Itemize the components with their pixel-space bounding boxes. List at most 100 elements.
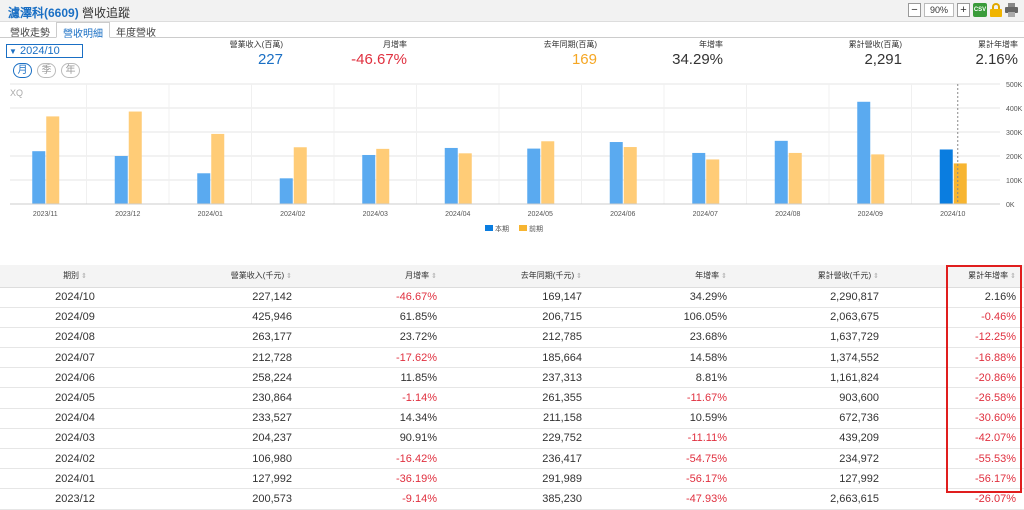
x-tick-label: 2024/09 bbox=[858, 211, 883, 218]
y-tick-label: 100K bbox=[1006, 178, 1023, 185]
period-button-0[interactable]: 月 bbox=[13, 63, 32, 78]
table-row[interactable]: 2024/10 227,142 -46.67% 169,147 34.29% 2,290,… bbox=[0, 287, 1024, 308]
table-header-row: 期別 ⇕ 營業收入(千元) ⇕ 月增率 ⇕ 去年同期(千元) ⇕ 年增率 ⇕ 累計營收(千元) ⇕ 累計… bbox=[0, 265, 1024, 288]
bar-current bbox=[32, 151, 46, 204]
table-cell: -56.17% bbox=[887, 468, 1024, 490]
revenue-bar-chart: 500K 400K 300K 200K 100K 0K XQ 2023/11 2023/12 20… bbox=[10, 82, 1023, 233]
tab-1[interactable]: 營收明細 bbox=[56, 22, 110, 40]
table-cell: 2024/10 bbox=[0, 287, 150, 308]
table-cell: 127,992 bbox=[735, 468, 887, 490]
column-header-2[interactable]: 月增率 ⇕ bbox=[300, 265, 445, 288]
date-select[interactable]: ▼ 2024/10 bbox=[6, 44, 83, 58]
column-header-5[interactable]: 累計營收(千元) ⇕ bbox=[735, 265, 887, 288]
chevron-down-icon: ▼ bbox=[9, 47, 17, 56]
table-cell: 2,290,817 bbox=[735, 287, 887, 308]
bar-previous bbox=[128, 111, 142, 204]
table-cell: 229,752 bbox=[445, 428, 590, 450]
table-row[interactable]: 2024/09 425,946 61.85% 206,715 106.05% 2,063,… bbox=[0, 307, 1024, 328]
bar-previous bbox=[46, 116, 60, 204]
table-row[interactable]: 2024/06 258,224 11.85% 237,313 8.81% 1,161,82… bbox=[0, 367, 1024, 389]
column-header-3[interactable]: 去年同期(千元) ⇕ bbox=[445, 265, 590, 288]
sort-icon[interactable]: ⇕ bbox=[873, 273, 879, 281]
table-cell: 261,355 bbox=[445, 387, 590, 409]
table-row[interactable]: 2024/07 212,728 -17.62% 185,664 14.58% 1,374,… bbox=[0, 347, 1024, 369]
date-select-value: 2024/10 bbox=[19, 45, 60, 57]
table-cell: -1.14% bbox=[300, 387, 445, 409]
zoom-level[interactable]: 90% bbox=[924, 3, 954, 17]
table-row[interactable]: 2024/01 127,992 -36.19% 291,989 -56.17% 127,9… bbox=[0, 468, 1024, 490]
table-cell: 2024/05 bbox=[0, 387, 150, 409]
table-cell: -56.17% bbox=[590, 468, 735, 490]
table-row[interactable]: 2024/04 233,527 14.34% 211,158 10.59% 672,736… bbox=[0, 408, 1024, 429]
table-cell: 2024/07 bbox=[0, 347, 150, 369]
table-row[interactable]: 2023/12 200,573 -9.14% 385,230 -47.93% 2,663,… bbox=[0, 488, 1024, 510]
x-tick-label: 2024/07 bbox=[693, 211, 718, 218]
bar-previous bbox=[706, 159, 720, 204]
table-row[interactable]: 2024/02 106,980 -16.42% 236,417 -54.75% 234,9… bbox=[0, 448, 1024, 470]
column-header-0[interactable]: 期別 ⇕ bbox=[0, 265, 150, 288]
legend-swatch bbox=[519, 225, 527, 231]
table-cell: 2.16% bbox=[887, 287, 1024, 308]
tab-0[interactable]: 營收走勢 bbox=[10, 28, 50, 39]
table-cell: 903,600 bbox=[735, 387, 887, 409]
table-row[interactable]: 2024/03 204,237 90.91% 229,752 -11.11% 439,20… bbox=[0, 428, 1024, 450]
sort-icon[interactable]: ⇕ bbox=[81, 273, 87, 281]
chart-watermark: XQ bbox=[10, 88, 23, 98]
bar-current bbox=[692, 152, 706, 204]
x-tick-label: 2023/11 bbox=[33, 211, 58, 218]
sort-icon[interactable]: ⇕ bbox=[286, 273, 292, 281]
table-cell: -9.14% bbox=[300, 488, 445, 510]
table-cell: 14.58% bbox=[590, 347, 735, 369]
legend-label: 前期 bbox=[529, 224, 543, 233]
zoom-out-button[interactable]: − bbox=[908, 3, 921, 17]
zoom-in-button[interactable]: + bbox=[957, 3, 970, 17]
table-cell: 385,230 bbox=[445, 488, 590, 510]
period-button-1[interactable]: 季 bbox=[37, 63, 56, 78]
table-cell: 258,224 bbox=[150, 367, 300, 389]
table-cell: 212,728 bbox=[150, 347, 300, 369]
summary-item-2: 去年同期(百萬) 169 bbox=[457, 39, 597, 68]
y-tick-label: 500K bbox=[1006, 82, 1023, 89]
table-cell: 1,637,729 bbox=[735, 327, 887, 349]
table-cell: 237,313 bbox=[445, 367, 590, 389]
summary-label: 累計年增率 bbox=[978, 40, 1018, 49]
x-tick-label: 2024/03 bbox=[363, 211, 388, 218]
x-tick-label: 2024/02 bbox=[280, 211, 305, 218]
x-tick-label: 2024/04 bbox=[445, 211, 470, 218]
legend-swatch bbox=[485, 225, 493, 231]
print-icon[interactable] bbox=[1005, 3, 1018, 17]
table-cell: 227,142 bbox=[150, 287, 300, 308]
table-cell: 291,989 bbox=[445, 468, 590, 490]
revenue-table: 期別 ⇕ 營業收入(千元) ⇕ 月增率 ⇕ 去年同期(千元) ⇕ 年增率 ⇕ 累計營收(千元) ⇕ 累計… bbox=[0, 265, 1024, 510]
period-button-2[interactable]: 年 bbox=[61, 63, 80, 78]
sort-icon[interactable]: ⇕ bbox=[576, 273, 582, 281]
csv-export-icon[interactable]: CSV bbox=[973, 3, 987, 17]
table-cell: 2024/06 bbox=[0, 367, 150, 389]
lock-icon[interactable] bbox=[990, 3, 1002, 17]
sort-icon[interactable]: ⇕ bbox=[431, 273, 437, 281]
column-header-1[interactable]: 營業收入(千元) ⇕ bbox=[150, 265, 300, 288]
column-header-4[interactable]: 年增率 ⇕ bbox=[590, 265, 735, 288]
table-cell: 11.85% bbox=[300, 367, 445, 389]
table-cell: 2023/12 bbox=[0, 488, 150, 510]
table-cell: -26.07% bbox=[887, 488, 1024, 510]
sort-icon[interactable]: ⇕ bbox=[1010, 273, 1016, 281]
column-header-6[interactable]: 累計年增率 ⇕ bbox=[887, 265, 1024, 288]
bar-previous bbox=[376, 148, 390, 204]
sort-icon[interactable]: ⇕ bbox=[721, 273, 727, 281]
table-cell: 1,374,552 bbox=[735, 347, 887, 369]
summary-label: 月增率 bbox=[383, 40, 407, 49]
bar-previous bbox=[458, 153, 472, 204]
y-tick-label: 300K bbox=[1006, 130, 1023, 137]
table-row[interactable]: 2024/05 230,864 -1.14% 261,355 -11.67% 903,60… bbox=[0, 387, 1024, 409]
table-cell: 234,972 bbox=[735, 448, 887, 470]
table-cell: 106,980 bbox=[150, 448, 300, 470]
table-cell: -30.60% bbox=[887, 408, 1024, 429]
table-cell: -42.07% bbox=[887, 428, 1024, 450]
summary-label: 年增率 bbox=[699, 40, 723, 49]
table-row[interactable]: 2024/08 263,177 23.72% 212,785 23.68% 1,637,7… bbox=[0, 327, 1024, 349]
tab-2[interactable]: 年度營收 bbox=[116, 28, 156, 39]
table-cell: -16.42% bbox=[300, 448, 445, 470]
table-cell: 233,527 bbox=[150, 408, 300, 429]
summary-item-3: 年增率 34.29% bbox=[583, 39, 723, 68]
